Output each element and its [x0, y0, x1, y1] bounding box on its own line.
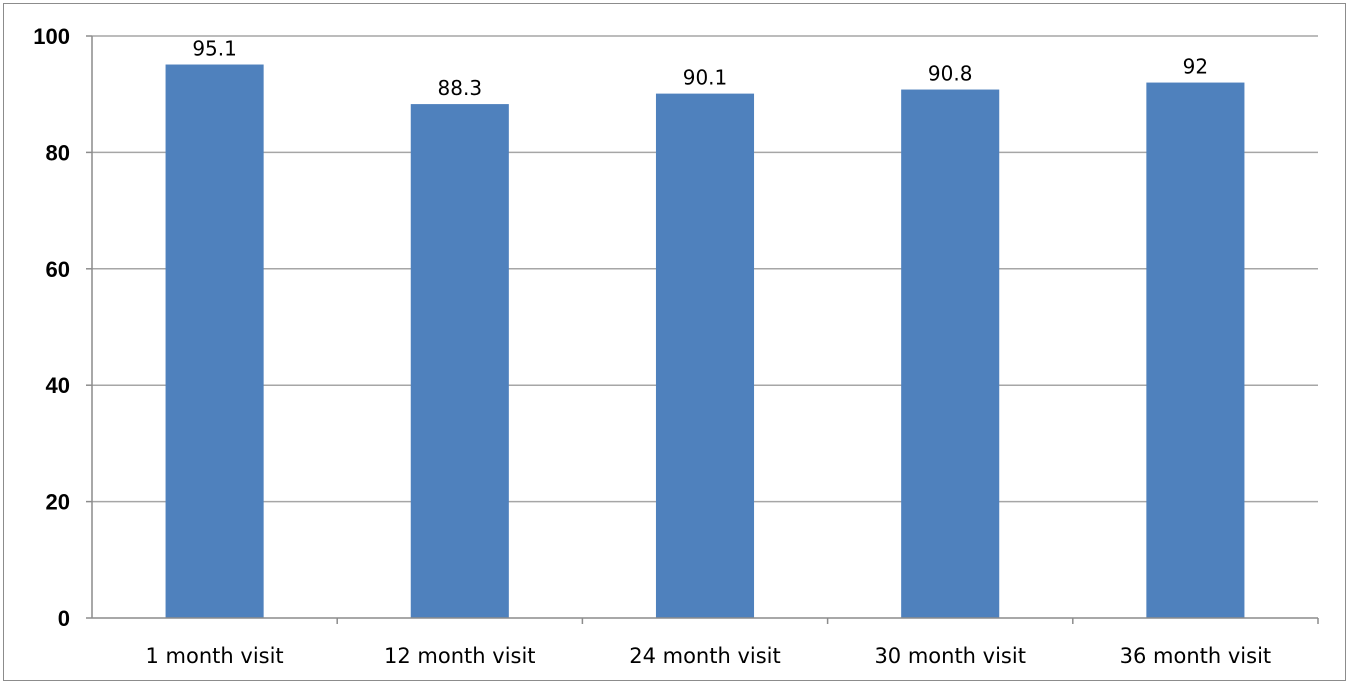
- y-tick-label: 80: [46, 140, 70, 165]
- x-tick-label: 12 month visit: [384, 644, 536, 668]
- y-tick-label: 0: [58, 606, 70, 631]
- data-label: 92: [1183, 55, 1208, 79]
- bar: [655, 93, 755, 619]
- axes: [86, 35, 1319, 624]
- bar: [165, 64, 264, 618]
- y-tick-label: 60: [46, 257, 70, 282]
- data-label: 88.3: [438, 76, 483, 100]
- x-axis-ticks: 1 month visit 12 month visit 24 month visi…: [146, 644, 1272, 668]
- data-label: 95.1: [192, 37, 237, 61]
- y-tick-label: 20: [46, 490, 70, 515]
- data-label: 90.8: [928, 62, 973, 86]
- x-tick-label: 24 month visit: [629, 644, 781, 668]
- x-tick-label: 36 month visit: [1120, 644, 1272, 668]
- bars: [165, 64, 1245, 619]
- bar: [1146, 82, 1245, 618]
- y-axis-ticks: 0 20 40 60 80 100: [33, 24, 70, 631]
- x-tick-label: 30 month visit: [874, 644, 1026, 668]
- y-tick-label: 40: [46, 373, 70, 398]
- y-tick-label: 100: [33, 24, 70, 49]
- bar: [901, 89, 1000, 618]
- x-tick-label: 1 month visit: [146, 644, 284, 668]
- data-labels: 95.1 88.3 90.1 90.8 92: [192, 37, 1208, 101]
- data-label: 90.1: [683, 66, 728, 90]
- bar: [410, 104, 509, 619]
